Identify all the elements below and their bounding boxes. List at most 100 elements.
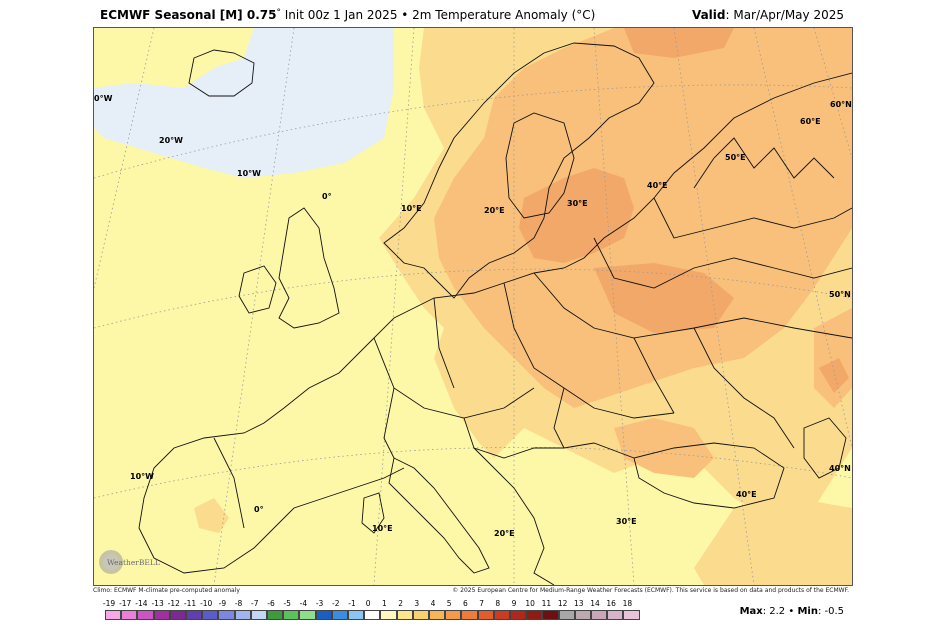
map-subtitle: Init 00z 1 Jan 2025 • 2m Temperature Ano… xyxy=(280,8,596,22)
svg-text:WeatherBELL: WeatherBELL xyxy=(107,558,160,567)
colorbar-tick-label: -11 xyxy=(183,599,197,608)
grid-label: 20°E xyxy=(484,206,505,215)
colorbar-swatch xyxy=(202,610,219,620)
colorbar-tick-label: 2 xyxy=(398,599,403,608)
colorbar-tick-label: 16 xyxy=(606,599,616,608)
colorbar-tick-label: -6 xyxy=(267,599,275,608)
finland-coast xyxy=(505,112,575,219)
colorbar-tick-label: -13 xyxy=(151,599,164,608)
colorbar-swatch xyxy=(299,610,316,620)
map-canvas xyxy=(94,28,852,585)
colorbar-swatch xyxy=(493,610,510,620)
colorbar-tick-label: -2 xyxy=(332,599,340,608)
sardinia-coast xyxy=(361,492,385,534)
scandinavia-coast xyxy=(383,42,655,299)
grid-label: 10°W xyxy=(237,169,261,178)
colorbar-swatch xyxy=(396,610,413,620)
colorbar-tick-label: -5 xyxy=(283,599,291,608)
colorbar-tick-label: -9 xyxy=(218,599,227,608)
weatherbell-logo: WeatherBELL xyxy=(99,550,160,574)
colorbar-swatch xyxy=(591,610,608,620)
colorbar-swatch xyxy=(477,610,494,620)
colorbar-swatch xyxy=(105,610,122,620)
max-min-stats: Max: 2.2 • Min: -0.5 xyxy=(739,606,844,617)
western-europe-coast xyxy=(138,357,405,574)
colorbar-swatch xyxy=(445,610,462,620)
colorbar-tick-label: 4 xyxy=(430,599,436,608)
colorbar-legend: -19 -17 -14 -13 -12 -11 -10 -9 -8 -7 -6 -5 -4 -3 -2 -1 0… xyxy=(101,599,641,623)
colorbar-tick-label: 8 xyxy=(495,599,501,608)
colorbar-tick-label: -1 xyxy=(348,599,356,608)
colorbar-swatch xyxy=(558,610,575,620)
colorbar-swatch xyxy=(267,610,284,620)
colorbar-tick-label: 3 xyxy=(414,599,420,608)
colorbar-swatch xyxy=(542,610,559,620)
grid-label: 40°E xyxy=(647,181,668,190)
colorbar-tick-label: 5 xyxy=(446,599,452,608)
colorbar-tick-label: -4 xyxy=(299,599,308,608)
grid-label: 10°E xyxy=(401,204,422,213)
colorbar-swatch xyxy=(607,610,624,620)
colorbar-swatch xyxy=(234,610,251,620)
colorbar-tick-label: 7 xyxy=(479,599,484,608)
colorbar-swatch xyxy=(169,610,186,620)
grid-label: 20°E xyxy=(494,529,515,538)
grid-label: 40°N xyxy=(829,464,851,473)
colorbar-tick-label: 14 xyxy=(590,599,600,608)
warm-anomaly-southeast xyxy=(694,498,852,585)
colorbar-swatch xyxy=(429,610,446,620)
grid-label: 30°E xyxy=(616,517,637,526)
colorbar-swatch xyxy=(461,610,478,620)
colorbar-swatch xyxy=(250,610,267,620)
colorbar-swatch xyxy=(186,610,203,620)
colorbar-swatch xyxy=(283,610,300,620)
grid-label: 30°E xyxy=(567,199,588,208)
grid-label: 50°E xyxy=(725,153,746,162)
iceland-coast xyxy=(188,49,255,97)
balkan-coast xyxy=(473,447,555,585)
colorbar-tick-label: 13 xyxy=(574,599,584,608)
colorbar-swatch xyxy=(315,610,332,620)
map-title: ECMWF Seasonal [M] 0.75° Init 00z 1 Jan … xyxy=(100,8,595,22)
colorbar-swatch xyxy=(380,610,397,620)
grid-label: 20°W xyxy=(159,136,183,145)
colorbar-tick-label: 6 xyxy=(463,599,468,608)
grid-label: 40°E xyxy=(736,490,757,499)
colorbar-swatch xyxy=(121,610,138,620)
warm-anomaly-iberia xyxy=(194,498,229,533)
colorbar-tick-label: -7 xyxy=(251,599,259,608)
colorbar-swatch xyxy=(331,610,348,620)
colorbar-tick-label: 10 xyxy=(525,599,535,608)
colorbar-tick-label: 11 xyxy=(541,599,552,608)
caspian-coast xyxy=(803,417,847,479)
warm-anomaly-core-north xyxy=(624,28,734,58)
warm-anomaly-core-east xyxy=(819,358,849,393)
cool-anomaly-region xyxy=(94,28,394,178)
colorbar-tick-label: 0 xyxy=(365,599,371,608)
ecmwf-copyright: © 2025 European Centre for Medium-Range … xyxy=(452,587,849,594)
colorbar-swatch xyxy=(153,610,170,620)
colorbar-tick-label: -17 xyxy=(119,599,132,608)
warm-anomaly-core-russia xyxy=(594,263,734,333)
grid-label: 60°N xyxy=(830,100,852,109)
grid-label: 50°N xyxy=(829,290,851,299)
colorbar-tick-label: -19 xyxy=(102,599,116,608)
colorbar-swatch xyxy=(623,610,640,620)
colorbar-swatch xyxy=(526,610,543,620)
anomaly-map: 0°W 20°W 10°W 0° 10°E 20°E 30°E 40°E 50°… xyxy=(93,27,853,586)
warm-anomaly-balkans xyxy=(614,418,714,478)
colorbar-swatch xyxy=(364,610,381,620)
colorbar-tick-label: -10 xyxy=(200,599,213,608)
continent-coast xyxy=(353,72,852,359)
climo-credit: Climo: ECMWF M-climate pre-computed anom… xyxy=(93,587,240,594)
colorbar-tick-label: -3 xyxy=(315,599,324,608)
warm-anomaly-core-baltic xyxy=(519,168,634,263)
britain-coast xyxy=(278,207,340,329)
grid-label: 0° xyxy=(254,505,264,514)
colorbar-tick-label: -12 xyxy=(167,599,180,608)
colorbar-tick-label: 18 xyxy=(622,599,633,608)
ireland-coast xyxy=(238,265,277,314)
colorbar-swatch xyxy=(348,610,365,620)
colorbar-swatch xyxy=(510,610,527,620)
grid-label: 10°W xyxy=(130,472,154,481)
